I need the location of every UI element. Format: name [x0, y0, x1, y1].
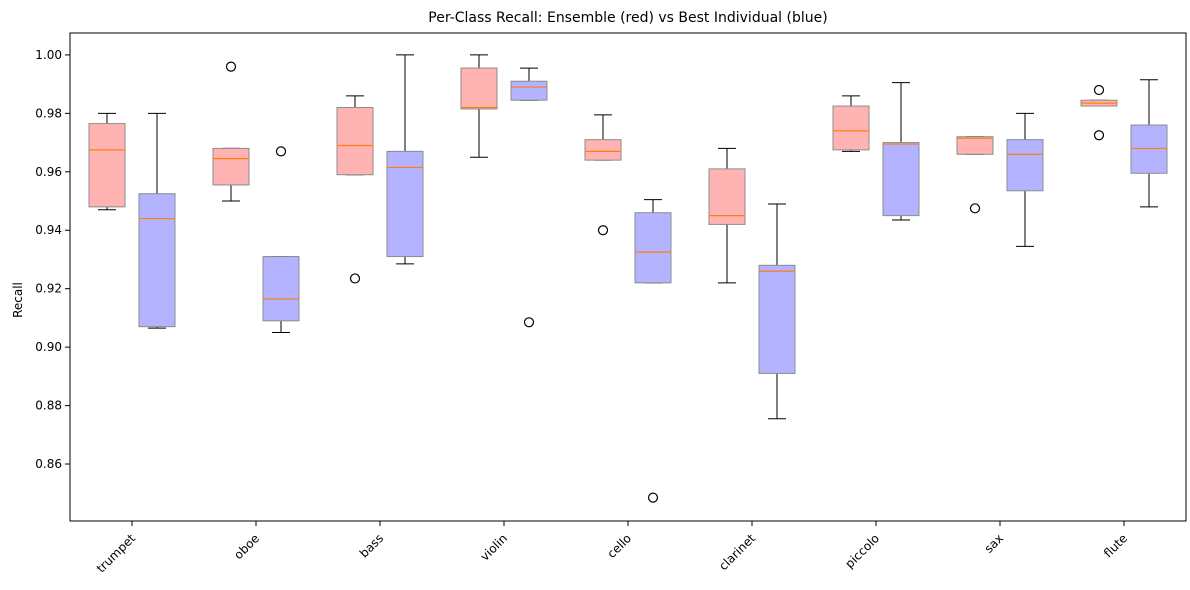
axes-frame — [69, 32, 1187, 522]
chart-title: Per-Class Recall: Ensemble (red) vs Best… — [428, 10, 827, 26]
ensemble-flute-flier — [1093, 84, 1105, 96]
individual-cello-box — [634, 212, 672, 284]
ensemble-flute-flier — [1093, 130, 1105, 141]
ensemble-oboe-box — [212, 147, 250, 186]
x-tick-label: oboe — [231, 531, 262, 562]
individual-piccolo-box — [882, 142, 920, 217]
plot-area: 0.86 0.88 0.90 0.92 0.94 0.96 0.98 1.00 trumpet o… — [35, 48, 1168, 576]
individual-flute-box — [1130, 124, 1168, 174]
y-tick-label: 0.96 — [35, 165, 62, 179]
individual-clarinet-box — [758, 264, 796, 374]
y-tick-label: 0.86 — [35, 457, 62, 471]
y-tick-label: 0.94 — [35, 223, 62, 237]
ensemble-cello-flier — [597, 225, 609, 236]
ensemble-sax-flier — [969, 203, 981, 214]
individual-bass-box — [386, 150, 424, 258]
y-tick-label: 0.98 — [35, 106, 62, 120]
ensemble-bass-flier — [349, 273, 361, 284]
ensemble-trumpet-box — [88, 123, 126, 208]
y-axis-label: Recall — [11, 282, 25, 318]
x-tick-label: violin — [478, 531, 511, 564]
individual-violin-box — [510, 80, 548, 101]
y-tick-label: 0.88 — [35, 399, 62, 413]
x-tick-label: cello — [604, 531, 634, 561]
x-tick-label: sax — [982, 531, 1007, 556]
individual-sax-box — [1006, 139, 1044, 192]
individual-trumpet-box — [138, 193, 176, 328]
individual-oboe-box — [262, 256, 300, 322]
y-tick-label: 0.92 — [35, 282, 62, 296]
x-tick-label: bass — [357, 531, 386, 560]
ensemble-bass-box — [336, 107, 374, 176]
x-tick-label: flute — [1101, 531, 1130, 560]
y-tick-label: 1.00 — [35, 48, 62, 62]
ensemble-violin-box — [460, 67, 498, 110]
ensemble-oboe-flier — [225, 61, 237, 72]
x-tick-label: clarinet — [716, 531, 758, 573]
ensemble-sax-box — [956, 136, 994, 155]
individual-oboe-flier — [275, 146, 287, 157]
ensemble-piccolo-box — [832, 105, 870, 151]
x-tick-label: piccolo — [842, 531, 882, 571]
individual-violin-flier — [523, 317, 535, 328]
x-tick-label: trumpet — [94, 531, 139, 576]
individual-cello-flier — [647, 492, 659, 503]
ensemble-cello-box — [584, 139, 622, 161]
y-tick-label: 0.90 — [35, 340, 62, 354]
